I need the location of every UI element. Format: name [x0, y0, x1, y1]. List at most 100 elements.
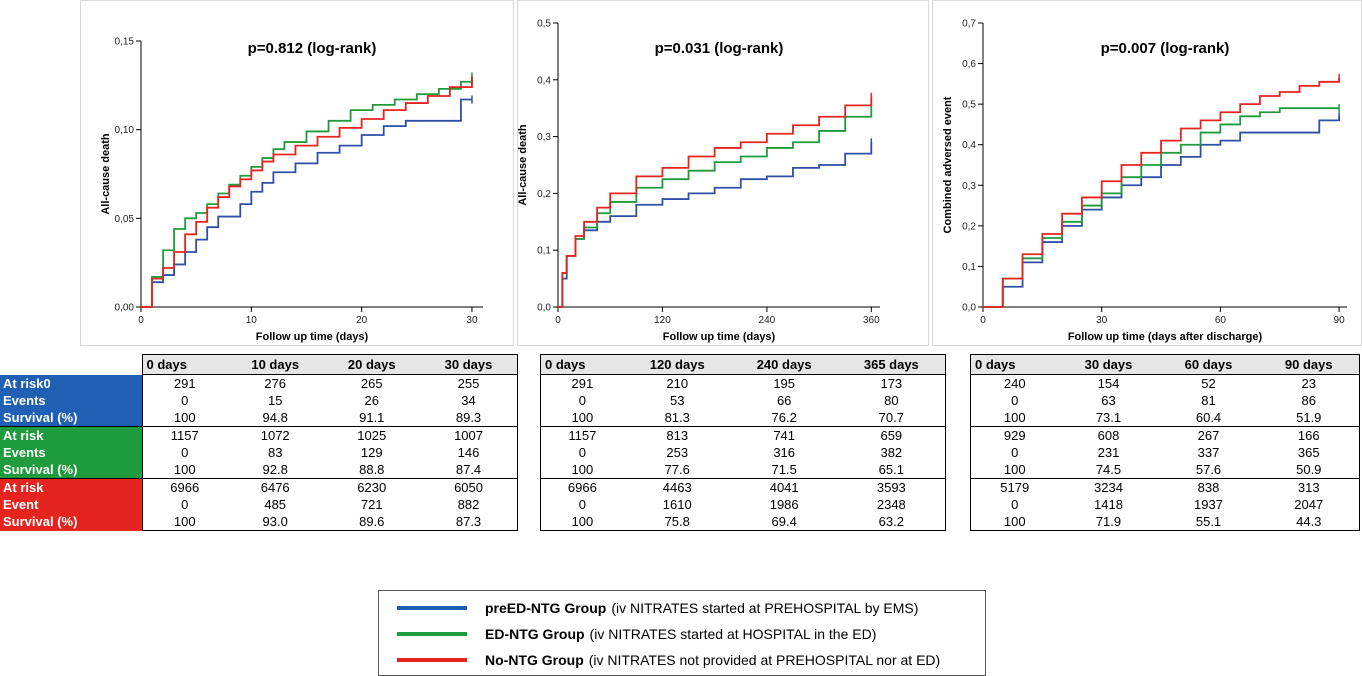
y-tick-label: 0,6 — [962, 59, 976, 70]
risk-table-cell: 195 — [773, 376, 796, 391]
column-header: 0 days — [539, 354, 624, 375]
row-label: At risk0 — [0, 374, 143, 392]
x-tick-label: 0 — [138, 315, 144, 326]
risk-table-cell: 74.5 — [1095, 462, 1122, 477]
legend-item-name: No-NTG Group — [485, 652, 584, 668]
risk-table-cell: 100 — [141, 461, 227, 479]
chart-panel-365-day: 0,0 0,1 0,2 0,3 0,4 0,5 0 120 240 360 p=0.031 (log… — [517, 0, 929, 346]
legend-item-desc: (iv NITRATES started at PREHOSPITAL by E… — [611, 600, 919, 616]
y-tick-label: 0,4 — [962, 140, 976, 151]
legend-item-name: ED-NTG Group — [485, 626, 585, 642]
risk-table-row: At risk0 291 276 265 255 — [0, 374, 519, 392]
risk-table-cell: 5179 — [970, 478, 1059, 496]
row-label: Survival (%) — [0, 461, 143, 479]
risk-table-cell: 4041 — [730, 478, 838, 496]
risk-table-cell: 255 — [420, 374, 519, 392]
km-curve-series-2 — [141, 80, 473, 308]
risk-table-row: 291 210 195 173 — [539, 374, 946, 392]
legend-swatch — [397, 606, 467, 610]
risk-table-cell: 100 — [539, 513, 624, 531]
risk-table-cell: 100 — [141, 513, 227, 531]
km-curve-series-1 — [983, 107, 1340, 308]
chart-title: p=0.007 (log-rank) — [1101, 40, 1230, 57]
risk-table-cell: 721 — [360, 497, 383, 512]
risk-table-cell: 65.1 — [837, 461, 946, 479]
risk-table-cell: 100 — [539, 461, 624, 479]
risk-table-row: 929 608 267 166 — [970, 426, 1360, 444]
column-header: 60 days — [1158, 354, 1259, 375]
x-tick-label: 90 — [1334, 315, 1346, 326]
risk-table-cell: 210 — [666, 376, 689, 391]
km-curve-series-2 — [983, 77, 1340, 308]
risk-table-cell: 100 — [141, 409, 227, 427]
x-tick-label: 120 — [654, 315, 671, 326]
chart-panel-30-day: 0,00 0,05 0,10 0,15 0 10 20 30 p=0.812 (log-rank… — [80, 0, 514, 346]
legend-item-no-ntg: No-NTG Group (iv NITRATES not provided a… — [397, 650, 940, 670]
y-tick-label: 0,5 — [962, 100, 976, 111]
risk-table-header: 0 days 120 days 240 days 365 days — [539, 354, 946, 375]
row-label: Event — [0, 496, 143, 513]
risk-table-cell: 253 — [666, 445, 689, 460]
risk-table-cell: 291 — [539, 374, 624, 392]
risk-table-cell: 88.8 — [359, 462, 385, 477]
header-blank — [0, 354, 143, 375]
risk-table-cell: 0 — [539, 496, 624, 513]
risk-table-cell: 69.4 — [730, 513, 838, 531]
risk-table-header: 0 days 10 days 20 days 30 days — [0, 354, 519, 375]
risk-table-cell: 154 — [1097, 376, 1120, 391]
risk-table-cell: 91.1 — [359, 410, 385, 425]
y-axis-label: Combined adversed event — [942, 96, 954, 233]
row-label: At risk — [0, 478, 143, 496]
risk-table-row: Events 0 15 26 34 — [0, 392, 519, 409]
risk-table-cell: 3234 — [1058, 478, 1159, 496]
y-tick-label: 0,10 — [115, 125, 135, 136]
risk-table-cell: 929 — [970, 426, 1059, 444]
row-label: Survival (%) — [0, 513, 143, 531]
risk-table-row: 0 1418 1937 2047 — [970, 496, 1360, 513]
y-tick-label: 0,4 — [537, 75, 551, 86]
y-axis-label: All-cause death — [100, 133, 112, 215]
y-tick-label: 0,7 — [962, 19, 976, 30]
chart-title: p=0.031 (log-rank) — [655, 40, 784, 57]
legend-item-ed: ED-NTG Group (iv NITRATES started at HOS… — [397, 624, 876, 644]
risk-table-cell: 76.2 — [771, 410, 797, 425]
risk-table-row: 100 71.9 55.1 44.3 — [970, 513, 1360, 531]
risk-table-cell: 89.3 — [420, 409, 519, 427]
risk-table-cell: 265 — [360, 376, 383, 391]
risk-table-cell: 6966 — [141, 478, 227, 496]
y-tick-label: 0,05 — [115, 214, 135, 225]
risk-table-row: 240 154 52 23 — [970, 374, 1360, 392]
risk-table-cell: 1072 — [226, 426, 324, 444]
risk-table-row: 0 63 81 86 — [970, 392, 1360, 409]
risk-table-cell: 100 — [970, 461, 1059, 479]
risk-table-cell: 93.0 — [226, 513, 324, 531]
km-curve-series-1 — [141, 76, 473, 308]
km-chart-30-day: 0,00 0,05 0,10 0,15 0 10 20 30 p=0.812 (log-rank… — [100, 37, 483, 343]
row-label: Events — [0, 392, 143, 409]
risk-table-row: Events 0 83 129 146 — [0, 444, 519, 461]
risk-table-row: 100 73.1 60.4 51.9 — [970, 409, 1360, 427]
y-tick-label: 0,1 — [537, 246, 551, 257]
legend-item-prehospital: preED-NTG Group (iv NITRATES started at … — [397, 598, 918, 618]
risk-table-cell: 1157 — [539, 426, 624, 444]
risk-table-cell: 129 — [360, 445, 383, 460]
legend-item-desc: (iv NITRATES started at HOSPITAL in the … — [589, 626, 877, 642]
row-label: At risk — [0, 426, 143, 444]
risk-table-cell: 0 — [539, 444, 624, 461]
risk-table-row: At risk 1157 1072 1025 1007 — [0, 426, 519, 444]
risk-table-cell: 75.8 — [623, 513, 731, 531]
risk-table-row: Survival (%) 100 93.0 89.6 87.3 — [0, 513, 519, 531]
column-header: 30 days — [420, 354, 519, 375]
risk-table-cell: 80 — [837, 392, 946, 409]
risk-table-cell: 6966 — [539, 478, 624, 496]
risk-table-cell: 83 — [267, 445, 283, 460]
x-tick-label: 60 — [1215, 315, 1227, 326]
risk-table-cell: 55.1 — [1158, 513, 1259, 531]
y-tick-label: 0,2 — [962, 221, 976, 232]
risk-table-cell: 1610 — [662, 497, 692, 512]
row-label: Survival (%) — [0, 409, 143, 427]
risk-table-cell: 0 — [970, 496, 1059, 513]
risk-table-cell: 60.4 — [1195, 410, 1222, 425]
x-axis-label: Follow up time (days) — [256, 331, 369, 343]
risk-table-cell: 63.2 — [837, 513, 946, 531]
